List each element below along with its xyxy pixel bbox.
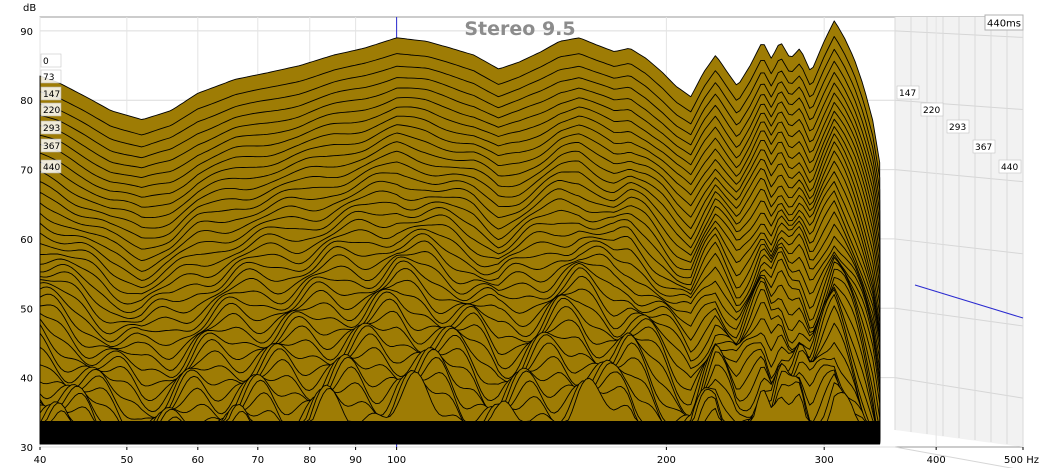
time-label-left: 147 [43, 90, 60, 100]
time-label-box [896, 85, 920, 100]
time-label-box [972, 139, 996, 154]
time-label-left: 367 [43, 142, 60, 152]
time-label-box [998, 159, 1022, 174]
chart-title: Stereo 9.5 [464, 18, 575, 40]
y-tick-label: 50 [20, 304, 33, 315]
time-label-box [40, 159, 62, 174]
x-tick-label: 300 [815, 455, 834, 466]
x-tick-label: 50 [120, 455, 133, 466]
x-tick-label: 500 Hz [1004, 455, 1039, 466]
time-label-left: 220 [43, 106, 60, 116]
y-tick-label: 40 [20, 374, 33, 385]
time-label-left: 293 [43, 124, 60, 134]
time-label-left: 440 [43, 163, 60, 173]
time-label-right: 293 [949, 123, 966, 133]
x-tick-label: 80 [303, 455, 316, 466]
waterfall-surface [39, 20, 881, 445]
time-label-box [40, 102, 62, 117]
time-label-left: 0 [43, 57, 49, 67]
grid-line-wall [894, 446, 1024, 471]
x-tick-label: 90 [349, 455, 362, 466]
x-tick-label: 60 [191, 455, 204, 466]
y-tick-label: 70 [20, 166, 33, 177]
time-label-right: 367 [975, 143, 992, 153]
cursor-line-horizontal [914, 284, 1024, 319]
time-label-box [40, 120, 62, 135]
time-label-box [40, 53, 62, 68]
x-tick-label: 400 [927, 455, 946, 466]
time-label-box [946, 119, 970, 134]
time-badge-label: 440ms [987, 19, 1021, 30]
time-label-right: 220 [923, 106, 940, 116]
time-label-box [920, 102, 944, 117]
y-axis-label: dB [23, 3, 36, 14]
y-tick-label: 60 [20, 235, 33, 246]
y-tick-label: 80 [20, 96, 33, 107]
x-tick-label: 200 [657, 455, 676, 466]
time-badge: 440ms [984, 14, 1024, 31]
time-label-right: 147 [899, 89, 916, 99]
waterfall-slice [39, 371, 881, 422]
time-label-box [40, 138, 62, 153]
time-label-box [40, 86, 62, 101]
x-tick-label: 40 [34, 455, 47, 466]
time-label-right: 440 [1001, 163, 1018, 173]
y-tick-label: 90 [20, 27, 33, 38]
time-label-left: 73 [43, 73, 54, 83]
x-tick-label: 70 [251, 455, 264, 466]
time-label-box [40, 69, 62, 84]
y-tick-label: 30 [20, 443, 33, 454]
x-tick-label: 100 [387, 455, 406, 466]
